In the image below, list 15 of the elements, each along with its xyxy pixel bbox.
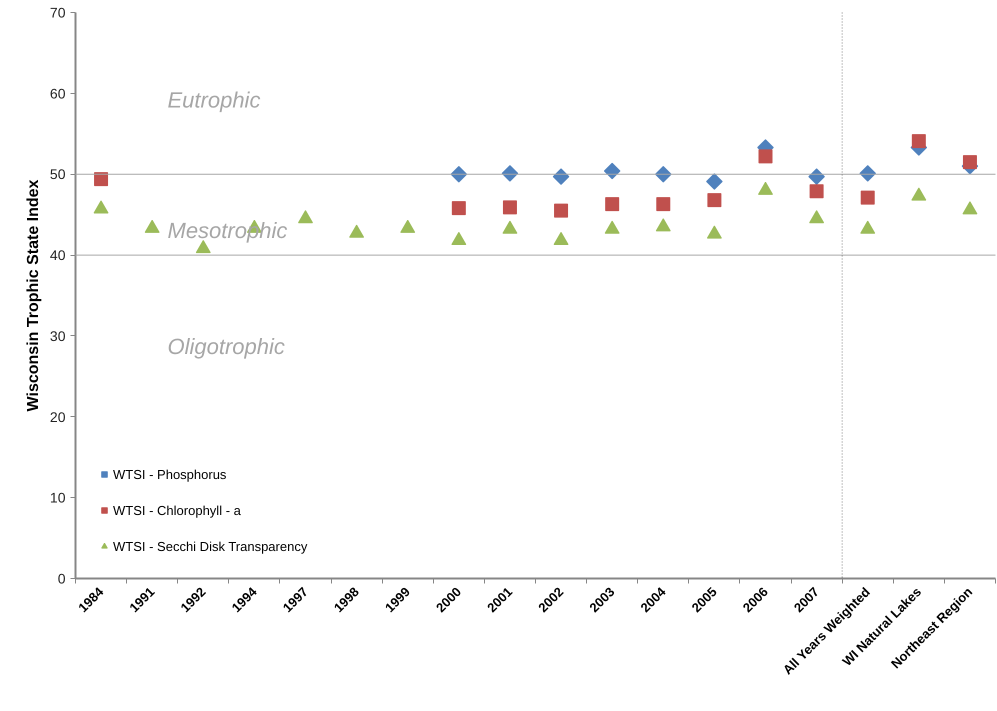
y-tick-label: 70 [50,4,66,20]
legend-label: WTSI - Phosphorus [113,466,226,482]
y-tick-label: 40 [50,247,66,264]
annotation: Eutrophic [168,88,260,113]
legend-label: WTSI - Secchi Disk Transparency [113,538,308,554]
y-tick-label: 10 [50,490,66,506]
legend-label: WTSI - Chlorophyll - a [113,502,241,518]
y-tick-label: 0 [58,570,66,586]
y-tick-label: 50 [50,166,66,182]
y-axis-title: Wisconsin Trophic State Index [24,179,42,412]
y-tick-label: 30 [50,328,66,344]
y-tick-label: 60 [50,85,66,102]
annotation: Oligotrophic [168,334,285,359]
y-tick-label: 20 [50,408,66,425]
annotation: Mesotrophic [168,218,288,243]
